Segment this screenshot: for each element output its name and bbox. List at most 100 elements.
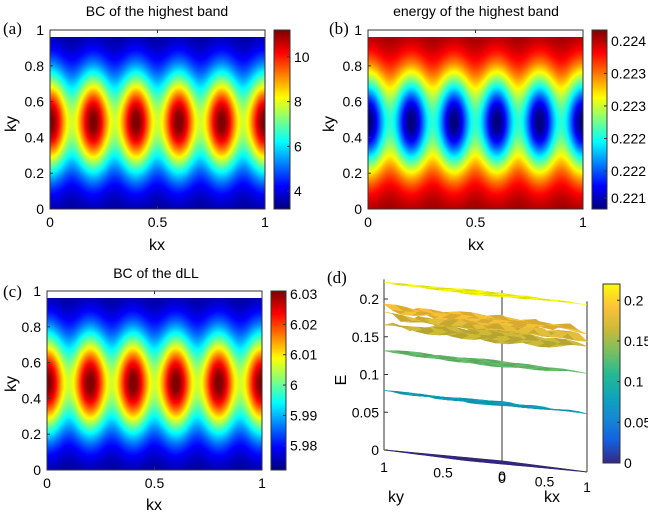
- panel-b-colorbar-ticks: 0.221 0.222 0.222 0.223 0.223 0.224: [604, 33, 646, 206]
- kx-tick-label: 0.5: [535, 474, 555, 490]
- y-tick-label: 0: [36, 201, 44, 217]
- y-tick-label: 0.2: [22, 426, 42, 442]
- panel-b-xticks: 0 0.5 1: [364, 30, 587, 230]
- band-surface: [383, 350, 588, 374]
- y-tick-label: 1: [33, 283, 41, 299]
- ky-tick-label: 1: [380, 459, 388, 475]
- colorbar-tick-label: 6: [294, 138, 302, 154]
- panel-c-ylabel: ky: [3, 376, 20, 392]
- band-surface: [383, 281, 588, 305]
- x-tick-label: 0.5: [148, 214, 168, 230]
- y-tick-label: 0.4: [25, 129, 45, 145]
- panel-b-label: (b): [329, 19, 349, 38]
- colorbar-tick-label: 6.02: [290, 316, 317, 332]
- colorbar-tick-label: 8: [294, 94, 302, 110]
- panel-c-colorbar-ticks: 5.98 5.99 6 6.01 6.02 6.03: [283, 286, 317, 454]
- panel-d-colorbar: [603, 284, 620, 463]
- y-tick-label: 1: [36, 22, 44, 38]
- band-facet: [566, 301, 588, 305]
- colorbar-tick-label: 5.99: [290, 407, 317, 423]
- ky-tick-label: 0.5: [433, 465, 453, 481]
- band-surface: [382, 303, 588, 335]
- panel-d-bands: [382, 281, 588, 473]
- colorbar-tick-label: 0.222: [611, 130, 646, 146]
- y-tick-label: 0: [354, 201, 362, 217]
- panel-a-label: (a): [3, 19, 22, 38]
- panel-c-label: (c): [3, 282, 22, 301]
- panel-a-title: BC of the highest band: [86, 3, 228, 19]
- ky-tick-label: 0: [498, 470, 506, 486]
- z-tick-label: 0.15: [352, 329, 379, 345]
- y-tick-label: 0.8: [343, 58, 363, 74]
- colorbar-tick-label: 0.223: [611, 98, 646, 114]
- panel-d-label: (d): [327, 268, 347, 287]
- band-facet: [566, 370, 588, 374]
- colorbar-tick-label: 0.223: [611, 65, 646, 81]
- band-surface: [383, 311, 588, 342]
- panel-a-yticks: 0 0.2 0.4 0.6 0.8 1: [25, 22, 53, 217]
- colorbar-tick-label: 0.224: [611, 33, 646, 49]
- panel-b: (b) energy of the highest band ky kx 0 0.…: [321, 3, 646, 254]
- panel-a-xticks: 0 0.5 1: [46, 30, 269, 230]
- y-tick-label: 0.6: [343, 94, 363, 110]
- x-tick-label: 0: [364, 214, 372, 230]
- panel-c-heatmap: [47, 298, 262, 470]
- panel-b-colorbar-frame: [591, 29, 608, 210]
- panel-c-yticks: 0 0.2 0.4 0.6 0.8 1: [22, 283, 50, 478]
- panel-a-ylabel: ky: [3, 116, 20, 132]
- y-tick-label: 1: [354, 22, 362, 38]
- band-facet: [566, 339, 588, 347]
- panel-b-colorbar: [592, 30, 607, 209]
- band-surface: [383, 322, 588, 348]
- panel-d-zticks: 0 0.05 0.1 0.15 0.2: [352, 291, 388, 458]
- panel-a-heatmap: [50, 37, 265, 209]
- panel-a: (a) BC of the highest band ky kx 0 0.5 1 0…: [3, 3, 310, 254]
- colorbar-tick-label: 0.1: [624, 374, 644, 390]
- colorbar-tick-label: 10: [294, 49, 310, 65]
- z-tick-label: 0: [371, 442, 379, 458]
- colorbar-tick-label: 6.03: [290, 286, 317, 302]
- panel-d-zlabel: E: [333, 375, 350, 386]
- colorbar-tick-label: 0.05: [624, 414, 648, 430]
- colorbar-tick-label: 6.01: [290, 347, 317, 363]
- kx-tick-label: 0: [498, 468, 506, 484]
- panel-b-heatmap: [368, 37, 583, 209]
- kx-tick-label: 1: [583, 479, 591, 495]
- y-tick-label: 0.2: [343, 165, 363, 181]
- x-tick-label: 0.5: [466, 214, 486, 230]
- z-tick-label: 0.05: [352, 404, 379, 420]
- colorbar-tick-label: 6: [290, 377, 298, 393]
- colorbar-tick-label: 5.98: [290, 438, 317, 454]
- panel-a-colorbar: [274, 30, 290, 209]
- band-surface: [383, 449, 588, 473]
- y-tick-label: 0.8: [25, 58, 45, 74]
- x-tick-label: 1: [579, 214, 587, 230]
- y-tick-label: 0.8: [22, 319, 42, 335]
- panel-d-xlabel: kx: [544, 489, 560, 506]
- panel-c-xlabel: kx: [146, 497, 162, 514]
- y-tick-label: 0: [33, 462, 41, 478]
- colorbar-tick-label: 0.2: [624, 292, 644, 308]
- panel-b-xlabel: kx: [468, 237, 484, 254]
- x-tick-label: 1: [258, 475, 266, 491]
- panel-a-colorbar-frame: [273, 29, 291, 210]
- panel-b-yticks: 0 0.2 0.4 0.6 0.8 1: [343, 22, 371, 217]
- colorbar-tick-label: 0.15: [624, 333, 648, 349]
- x-tick-label: 0.5: [145, 475, 165, 491]
- colorbar-tick-label: 0.222: [611, 163, 646, 179]
- y-tick-label: 0.2: [25, 165, 45, 181]
- panel-d: (d) E ky kx 0 0.05 0.1 0.15 0.2 1 0.5 0 0 0.5 1 0…: [327, 268, 648, 506]
- band-facet: [566, 469, 588, 473]
- colorbar-tick-label: 0: [624, 455, 632, 471]
- panel-d-axes: [383, 279, 588, 473]
- x-tick-label: 0: [46, 214, 54, 230]
- band-surface: [383, 390, 588, 415]
- y-tick-label: 0.4: [343, 129, 363, 145]
- panel-c-colorbar: [271, 291, 286, 470]
- colorbar-tick-label: 4: [294, 183, 302, 199]
- panel-d-ylabel: ky: [388, 489, 404, 506]
- band-facet: [565, 331, 588, 342]
- panel-b-title: energy of the highest band: [393, 3, 559, 19]
- panel-d-horizontal-ticks: 1 0.5 00 0.5 1: [380, 459, 591, 495]
